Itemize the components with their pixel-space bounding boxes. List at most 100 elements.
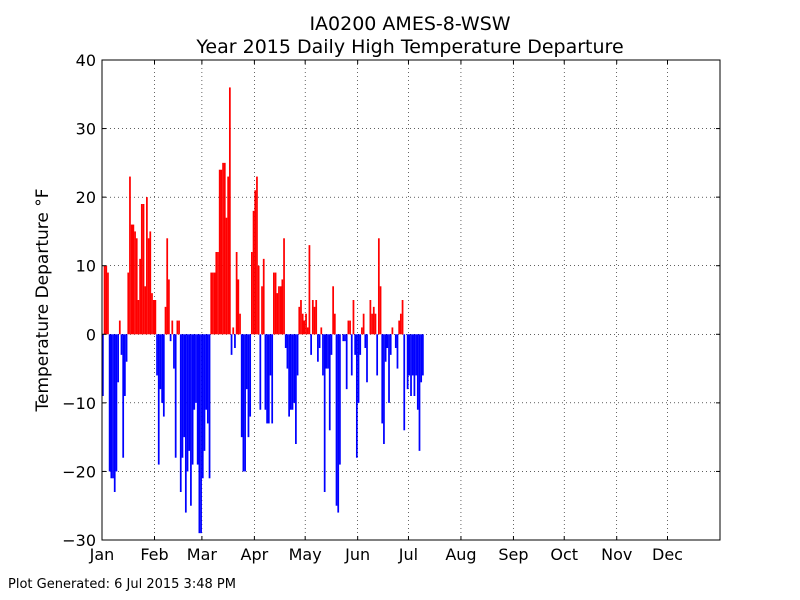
bar-day-79 <box>234 334 236 348</box>
bar-day-130 <box>320 327 323 335</box>
bar-day-175 <box>396 334 399 369</box>
bar-day-59 <box>200 334 202 534</box>
bar-day-15 <box>125 334 128 362</box>
bar-day-144 <box>344 334 346 342</box>
bar-day-161 <box>372 306 375 335</box>
bar-day-104 <box>276 293 279 335</box>
bar-day-62 <box>205 334 208 410</box>
bar-day-64 <box>208 334 211 479</box>
plot-frame <box>101 59 721 541</box>
bar-day-170 <box>388 334 390 403</box>
bar-day-134 <box>327 334 329 369</box>
bar-day-164 <box>377 238 380 335</box>
x-tick-label: Aug <box>445 545 476 564</box>
bar-day-92 <box>256 176 258 335</box>
bar-day-149 <box>352 300 355 335</box>
bar-day-81 <box>237 279 240 335</box>
bar-day-49 <box>183 334 186 438</box>
bar-day-99 <box>267 334 270 424</box>
bar-day-145 <box>345 334 348 390</box>
x-tick-label: Jun <box>344 545 370 564</box>
bar-day-118 <box>300 300 302 335</box>
bar-day-11 <box>118 320 121 335</box>
bar-day-177 <box>399 313 402 335</box>
bar-day-73 <box>223 162 226 335</box>
bar-day-89 <box>251 252 253 335</box>
bar-day-84 <box>242 334 245 472</box>
bar-day-60 <box>201 334 204 479</box>
bar-day-74 <box>225 217 228 335</box>
bar-day-93 <box>257 265 260 335</box>
x-tick-label: Feb <box>140 545 168 564</box>
grid <box>102 60 720 540</box>
x-tick-label: Apr <box>241 545 269 564</box>
bar-day-9 <box>115 334 118 472</box>
x-tick-label: Mar <box>187 545 218 564</box>
bar-day-35 <box>159 334 162 390</box>
bar-day-75 <box>227 176 230 335</box>
bar-day-27 <box>146 197 148 335</box>
x-tick-label: Sep <box>498 545 528 564</box>
x-tick-label: Oct <box>550 545 578 564</box>
bar-day-77 <box>230 334 233 355</box>
bar-day-139 <box>335 334 338 506</box>
bar-day-165 <box>379 286 382 335</box>
bar-day-151 <box>355 334 358 458</box>
bar-day-152 <box>357 334 360 403</box>
bar-day-132 <box>323 334 326 492</box>
bar-day-61 <box>203 334 206 451</box>
bar-day-69 <box>217 252 219 335</box>
bar-day-157 <box>366 334 368 383</box>
bar-day-146 <box>347 320 350 335</box>
x-tick-label: Jul <box>398 545 418 564</box>
bar-day-71 <box>220 169 223 335</box>
bar-day-189 <box>420 334 423 383</box>
bar-day-184 <box>411 334 414 376</box>
bar-day-48 <box>181 334 184 458</box>
y-axis-label: Temperature Departure °F <box>33 188 53 412</box>
bar-day-190 <box>422 334 424 376</box>
chart-title: IA0200 AMES-8-WSW <box>309 13 510 35</box>
bar-day-111 <box>288 334 290 417</box>
bar-day-103 <box>274 272 277 335</box>
bar-day-174 <box>394 334 397 348</box>
bar-day-113 <box>291 334 294 410</box>
bar-day-94 <box>259 334 262 410</box>
bar-day-138 <box>333 313 336 335</box>
bar-day-112 <box>289 334 292 410</box>
y-tick-label: −10 <box>62 394 96 413</box>
bar-day-163 <box>376 334 379 376</box>
bar-day-98 <box>266 334 268 424</box>
bar-day-100 <box>269 334 272 376</box>
bar-day-179 <box>403 334 406 431</box>
bar-day-108 <box>283 238 285 335</box>
bar-day-128 <box>317 334 319 362</box>
bar-day-97 <box>264 334 267 410</box>
bar-day-55 <box>193 334 196 410</box>
bar-day-67 <box>213 272 216 335</box>
bar-day-115 <box>295 334 297 444</box>
bar-day-82 <box>239 313 241 335</box>
bar-day-2 <box>103 265 106 335</box>
bar-day-13 <box>122 334 125 458</box>
bar-day-50 <box>184 334 187 513</box>
bar-day-124 <box>310 334 312 355</box>
bar-day-159 <box>369 300 372 335</box>
bar-day-131 <box>322 334 324 376</box>
bar-day-121 <box>305 313 307 335</box>
bar-day-58 <box>198 334 201 534</box>
bar-day-167 <box>383 334 385 444</box>
bar-day-47 <box>179 334 182 492</box>
bar-day-7 <box>112 334 114 479</box>
bar-day-140 <box>337 334 340 513</box>
bar-day-169 <box>386 334 389 348</box>
bar-day-30 <box>151 293 153 335</box>
y-tick-label: 20 <box>76 188 96 207</box>
y-tick-label: 10 <box>76 257 96 276</box>
bar-day-8 <box>113 334 116 492</box>
bar-day-102 <box>273 272 275 335</box>
bar-day-22 <box>137 300 140 335</box>
bar-day-86 <box>245 334 248 390</box>
bar-day-155 <box>362 313 365 335</box>
bar-day-105 <box>278 286 280 335</box>
